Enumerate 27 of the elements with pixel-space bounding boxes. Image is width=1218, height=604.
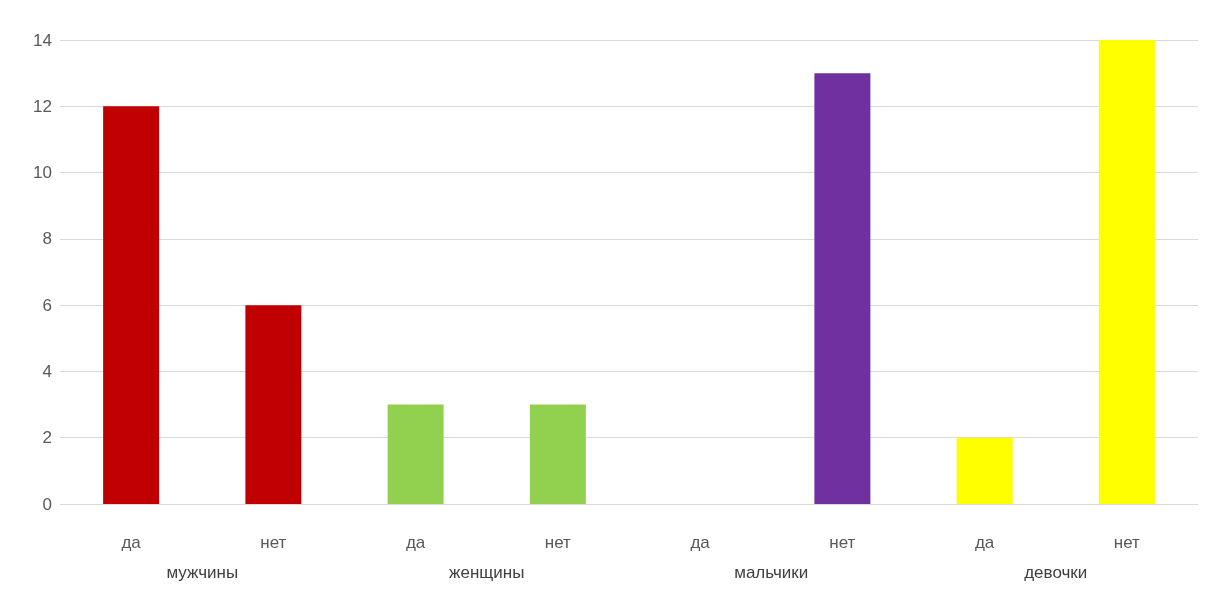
- y-tick-label: 4: [42, 361, 52, 381]
- y-tick-label: 0: [42, 494, 52, 514]
- y-tick-label: 12: [33, 96, 52, 116]
- y-tick-label: 8: [42, 229, 52, 249]
- x-tick-label: нет: [1113, 533, 1141, 552]
- bar: [103, 106, 160, 504]
- bar: [529, 404, 586, 504]
- y-tick-label: 6: [42, 295, 52, 315]
- x-tick-label: нет: [544, 533, 572, 552]
- x-tick-label: да: [974, 533, 995, 552]
- bar: [956, 437, 1013, 504]
- bar: [387, 404, 444, 504]
- bar: [814, 73, 871, 504]
- bar: [1098, 40, 1155, 504]
- text: женщины: [449, 562, 525, 582]
- x-tick-label: нет: [829, 533, 856, 552]
- bar: [245, 305, 302, 504]
- x-tick-label: да: [121, 533, 142, 552]
- y-tick-label: 2: [42, 428, 52, 448]
- x-tick-label: да: [405, 533, 426, 552]
- x-tick-label: нет: [260, 533, 287, 552]
- x-tick-label: да: [690, 533, 711, 552]
- text: мальчики: [734, 562, 809, 582]
- y-tick-label: 10: [33, 163, 52, 183]
- text: девочки: [1024, 562, 1088, 582]
- text: мужчины: [166, 562, 239, 582]
- y-tick-label: 14: [33, 30, 52, 50]
